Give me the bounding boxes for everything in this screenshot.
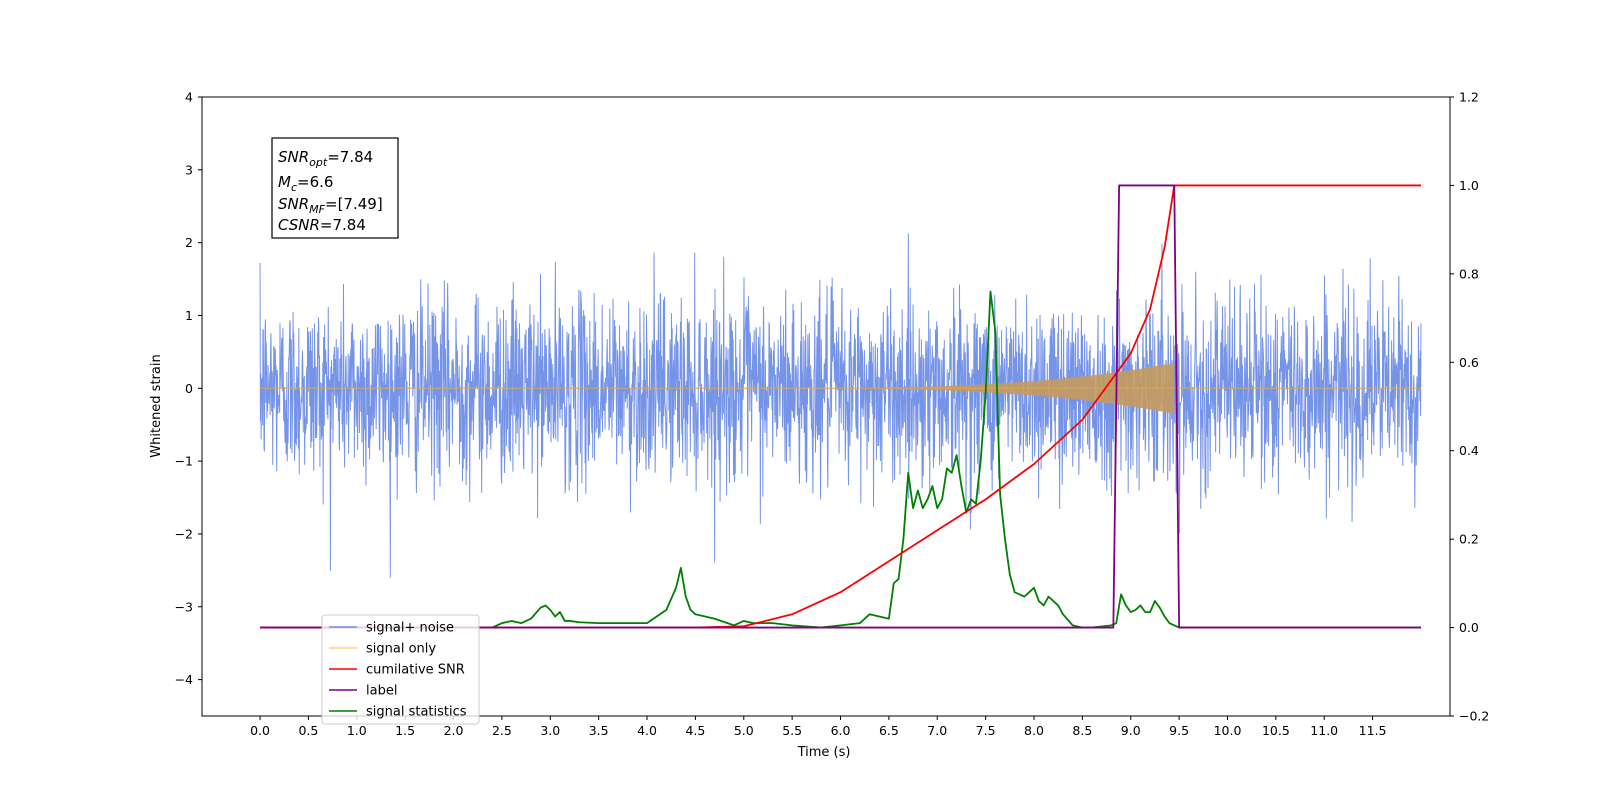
annotation-csnr: CSNR=7.84 (278, 216, 366, 234)
x-axis-label: Time (s) (797, 745, 851, 760)
x-tick-label: 0.0 (250, 723, 270, 738)
x-tick-label: 7.5 (976, 723, 996, 738)
annotation-mc: Mc=6.6 (278, 173, 333, 194)
legend-frame (321, 614, 480, 725)
plot-area (259, 184, 1422, 629)
y-right-tick-label: −0.2 (1459, 709, 1489, 724)
stats-annotation: SNRopt=7.84 Mc=6.6 SNRMF=[7.49] CSNR=7.8… (271, 137, 399, 239)
y-left-tick-label: −4 (175, 672, 193, 687)
legend-label: signal only (366, 642, 436, 657)
x-tick-label: 8.0 (1024, 723, 1044, 738)
x-tick-label: 3.5 (589, 723, 609, 738)
y-left-tick-label: 1 (185, 308, 193, 323)
x-tick-label: 9.5 (1169, 723, 1189, 738)
series-signal-statistics (260, 290, 1421, 629)
y-right-tick-label: 0.2 (1459, 532, 1479, 547)
y-right-tick-label: 0.4 (1459, 443, 1479, 458)
y-right-tick-label: 1.0 (1459, 178, 1479, 193)
axes-frame (201, 96, 1451, 717)
x-tick-label: 0.5 (298, 723, 318, 738)
annotation-snr-mf: SNRMF=[7.49] (278, 195, 383, 216)
y-left-tick-label: −3 (175, 599, 193, 614)
x-tick-label: 10.5 (1262, 723, 1290, 738)
x-tick-label: 10.0 (1214, 723, 1242, 738)
y-left-tick-label: 0 (185, 381, 193, 396)
x-tick-label: 3.0 (540, 723, 560, 738)
legend: signal+ noise signal only cumilative SNR la… (321, 614, 480, 725)
y-left-tick-label: −1 (175, 454, 193, 469)
axes: 0.0 0.5 1.0 1.5 2.0 2.5 3.0 3.5 4.0 4.5 5.0 5.5 6.0 6… (175, 90, 1490, 739)
series-cumulative-snr (260, 184, 1421, 629)
y-right-tick-label: 0.8 (1459, 266, 1479, 281)
y-axis-label: Whitened strain (149, 354, 164, 457)
y-right-tick-label: 0.0 (1459, 620, 1479, 635)
annotation-snr-opt: SNRopt=7.84 (278, 148, 373, 169)
legend-label: label (366, 684, 397, 699)
y-left-tick-label: 3 (185, 162, 193, 177)
x-tick-label: 9.0 (1121, 723, 1141, 738)
y-left-tick-label: 2 (185, 235, 193, 250)
x-tick-label: 4.5 (685, 723, 705, 738)
x-tick-label: 4.0 (637, 723, 657, 738)
annotation-box (271, 137, 399, 239)
x-tick-label: 11.5 (1359, 723, 1387, 738)
x-tick-label: 7.0 (927, 723, 947, 738)
x-tick-label: 6.0 (831, 723, 851, 738)
legend-label: signal+ noise (366, 621, 454, 636)
x-tick-label: 5.0 (734, 723, 754, 738)
y-right-tick-label: 0.6 (1459, 355, 1479, 370)
x-tick-label: 8.5 (1072, 723, 1092, 738)
x-tick-label: 6.5 (879, 723, 899, 738)
series-label (260, 184, 1421, 629)
x-tick-label: 1.5 (395, 723, 415, 738)
y-left-tick-label: −2 (175, 526, 193, 541)
y-left-tick-label: 4 (185, 90, 193, 105)
legend-label: signal statistics (366, 705, 467, 720)
x-tick-label: 2.0 (444, 723, 464, 738)
x-tick-label: 11.0 (1310, 723, 1338, 738)
series-signal-noise (259, 233, 1422, 578)
x-tick-label: 2.5 (492, 723, 512, 738)
y-right-tick-label: 1.2 (1459, 90, 1479, 105)
x-tick-label: 5.5 (782, 723, 802, 738)
legend-label: cumilative SNR (366, 663, 465, 678)
x-tick-label: 1.0 (347, 723, 367, 738)
